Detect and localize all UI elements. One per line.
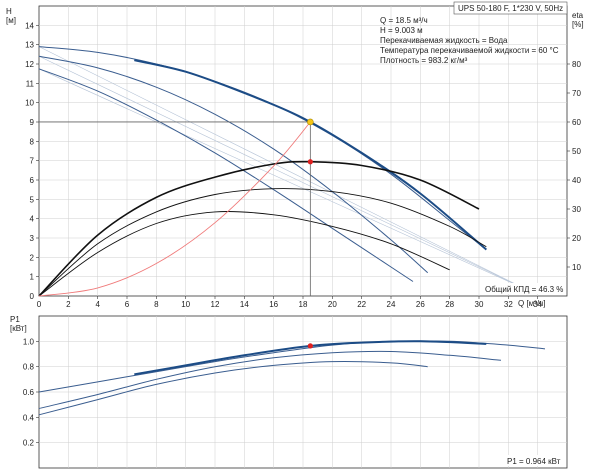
fan-guide-line: [38, 55, 528, 291]
model-label: UPS 50-180 F, 1*230 V, 50Hz: [458, 4, 563, 13]
head-tick-label: 8: [30, 137, 35, 146]
flow-tick-label: 16: [269, 300, 278, 309]
eta-axis-label: eta: [572, 11, 584, 20]
power-tick-label: 0.4: [23, 413, 35, 422]
p1-label: P1 = 0.964 кВт: [507, 457, 561, 466]
flow-tick-label: 10: [181, 300, 190, 309]
info-line-temperature: Температура перекачиваемой жидкости = 60…: [380, 46, 559, 55]
head-tick-label: 6: [30, 176, 35, 185]
head-tick-label: 4: [30, 215, 35, 224]
head-tick-label: 5: [30, 195, 35, 204]
flow-tick-label: 28: [445, 300, 454, 309]
operating-point-marker: [307, 118, 314, 126]
flow-tick-label: 30: [475, 300, 484, 309]
eta-tick-label: 10: [572, 263, 581, 272]
eff-label: Общий КПД = 46.3 %: [485, 285, 563, 294]
head-tick-label: 10: [25, 99, 34, 108]
power-point-marker: [307, 343, 313, 349]
eff-label-bg: [482, 283, 566, 294]
eta-axis-unit: [%]: [572, 20, 584, 29]
power-curve: [38, 350, 502, 409]
head-curves: [38, 46, 528, 297]
flow-tick-label: 2: [66, 300, 71, 309]
power-tick-label: 1.0: [23, 337, 35, 346]
head-curve: [38, 46, 487, 250]
flow-tick-label: 26: [416, 300, 425, 309]
flow-tick-label: 32: [504, 300, 513, 309]
power-tick-label: 0.8: [23, 363, 35, 372]
power-grid: [39, 316, 567, 468]
eta-tick-label: 60: [572, 118, 581, 127]
head-tick-label: 11: [26, 79, 35, 88]
power-curves: [38, 340, 546, 416]
head-tick-label: 12: [25, 60, 34, 69]
head-curve: [38, 68, 414, 282]
flow-tick-label: 34: [533, 300, 542, 309]
eta-tick-label: 50: [572, 147, 581, 156]
head-grid: [39, 6, 567, 296]
flow-tick-label: 4: [95, 300, 100, 309]
flow-tick-label: 0: [37, 300, 42, 309]
info-line-density: Плотность = 983.2 кг/м³: [380, 56, 468, 65]
head-curve: [38, 55, 429, 274]
head-tick-label: 2: [30, 253, 35, 262]
flow-axis-label: Q [м³/ч]: [518, 299, 545, 308]
flow-tick-label: 6: [125, 300, 130, 309]
system-curve: [38, 121, 311, 297]
eta-tick-label: 40: [572, 176, 581, 185]
model-box: [453, 1, 568, 15]
p1-label-bg: [504, 455, 566, 466]
flow-tick-label: 12: [211, 300, 220, 309]
info-line-liquid: Перекачиваемая жидкость = Вода: [380, 36, 508, 45]
power-axis-unit: [кВт]: [10, 324, 27, 333]
head-tick-label: 3: [30, 234, 35, 243]
head-tick-label: 1: [30, 273, 35, 282]
eta-tick-label: 80: [572, 60, 581, 69]
flow-tick-label: 8: [154, 300, 159, 309]
head-tick-label: 7: [30, 157, 35, 166]
head-axis-label: H: [6, 7, 12, 16]
head-tick-label: 0: [30, 292, 35, 301]
eta-tick-label: 20: [572, 234, 581, 243]
fan-guide-line: [38, 46, 528, 291]
info-line-head: H = 9.003 м: [380, 26, 423, 35]
flow-tick-label: 24: [387, 300, 396, 309]
flow-tick-label: 22: [357, 300, 366, 309]
flow-tick-label: 14: [240, 300, 249, 309]
efficiency-curve: [38, 188, 487, 297]
power-ticks: 0.2 0.4 0.6 0.8 1.0: [23, 337, 39, 448]
efficiency-point-marker: [307, 159, 313, 165]
head-tick-label: 9: [30, 118, 35, 127]
power-curve: [38, 361, 428, 416]
eta-tick-label: 30: [572, 205, 581, 214]
info-block: Q = 18.5 м³/ч H = 9.003 м Перекачиваемая…: [380, 16, 559, 65]
efficiency-curve: [38, 160, 480, 297]
head-ticks: 2 4 6 8 10 12 14 16 18 20 22 24 26 28 30 32 341234567891…: [25, 21, 581, 309]
power-tick-label: 0.6: [23, 388, 35, 397]
eta-tick-label: 70: [572, 89, 581, 98]
head-tick-label: 14: [25, 21, 34, 30]
efficiency-curve: [38, 210, 450, 297]
fan-guide-line: [38, 68, 528, 291]
info-line-flow: Q = 18.5 м³/ч: [380, 16, 428, 25]
head-axis-unit: [м]: [6, 16, 16, 25]
power-tick-label: 0.2: [23, 439, 35, 448]
flow-tick-label: 18: [299, 300, 308, 309]
head-tick-label: 13: [25, 41, 34, 50]
flow-tick-label: 20: [328, 300, 337, 309]
power-axis-label: P1: [10, 315, 20, 324]
